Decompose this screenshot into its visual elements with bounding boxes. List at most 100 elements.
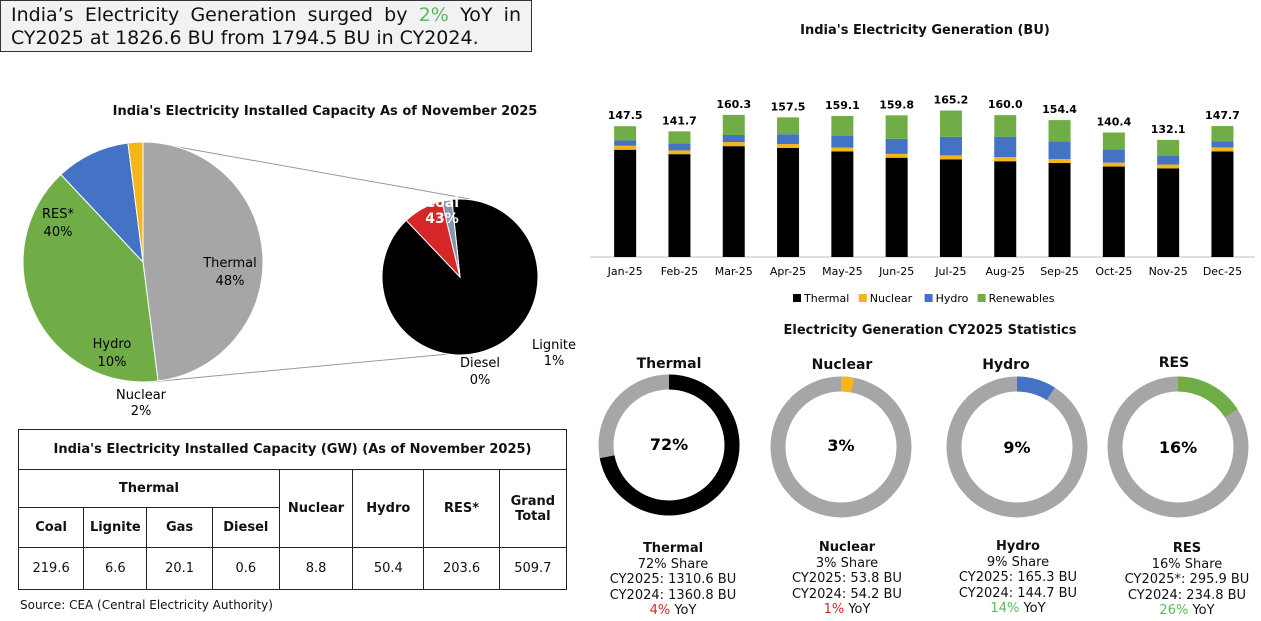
bar-hydro-jul-25	[939, 136, 962, 156]
stat-thermal-yoy-line: 4% YoY	[588, 603, 758, 619]
headline-post: YoY in CY2025 at 1826.6 BU from 1794.5 B…	[11, 4, 522, 49]
donut-pct-thermal: 72%	[650, 435, 688, 454]
bar-renewables-feb-25	[668, 131, 691, 144]
tick-label-mar-25: Mar-25	[715, 265, 753, 278]
bar-thermal-apr-25	[777, 147, 800, 257]
bar-thermal-nov-25	[1157, 168, 1180, 257]
bar-nuclear-aug-25	[994, 157, 1017, 162]
bar-renewables-nov-25	[1157, 139, 1180, 156]
bar-nuclear-nov-25	[1157, 164, 1180, 169]
header-hydro: Hydro	[352, 469, 425, 548]
bar-thermal-oct-25	[1102, 166, 1125, 257]
stat-res-cy2024: CY2024: 234.8 BU	[1127, 587, 1247, 603]
total-label-aug-25: 160.0	[988, 98, 1023, 111]
bar-hydro-nov-25	[1157, 155, 1180, 165]
stat-thermal: Thermal 72% Share CY2025: 1310.6 BU CY20…	[588, 541, 758, 619]
stat-nuclear-yoy: YoY	[844, 602, 871, 617]
bar-thermal-jun-25	[885, 157, 908, 257]
stat-hydro-yoy-pct: 14%	[990, 601, 1020, 616]
tick-label-may-25: May-25	[822, 265, 863, 278]
stat-nuclear-yoy-line: 1% YoY	[762, 602, 932, 618]
stat-nuclear-share: 3% Share	[815, 555, 879, 571]
bar-nuclear-mar-25	[722, 142, 745, 147]
bar-hydro-may-25	[831, 135, 854, 148]
thermal-breakdown-pie	[381, 198, 539, 356]
tick-label-oct-25: Oct-25	[1095, 265, 1132, 278]
label-thermal: Thermal	[202, 256, 257, 271]
bar-nuclear-jun-25	[885, 153, 908, 158]
header-res: RES*	[423, 469, 500, 548]
bar-thermal-dec-25	[1211, 151, 1234, 257]
generation-bars: 147.5 Jan-25 141.7 Feb-25 160.3 Mar-25 157.5 Ap…	[590, 94, 1255, 278]
bar-hydro-dec-25	[1211, 141, 1234, 148]
stat-nuclear-yoy-pct: 1%	[823, 602, 845, 617]
label-lignite: Lignite	[532, 338, 576, 353]
bar-hydro-feb-25	[668, 143, 691, 151]
total-label-apr-25: 157.5	[771, 100, 806, 113]
pie-slice-res	[22, 173, 159, 383]
legend-swatch-nuclear	[858, 294, 867, 302]
label-res: RES*	[42, 207, 74, 222]
stat-res-yoy-line: 26% YoY	[1102, 603, 1261, 619]
stat-res-yoy: YoY	[1188, 603, 1215, 618]
bar-hydro-sep-25	[1048, 141, 1071, 160]
pie-slice-nuclear	[127, 141, 144, 263]
donut-pct-res: 16%	[1159, 438, 1197, 457]
generation-chart-title: India's Electricity Generation (BU)	[800, 23, 1050, 38]
donut-arc-thermal	[599, 374, 740, 516]
value-gas: 20.1	[146, 547, 213, 590]
bar-nuclear-sep-25	[1048, 159, 1071, 164]
label-gas-pct: 4%	[482, 328, 501, 342]
capacity-table-title: India's Electricity Installed Capacity (…	[18, 429, 567, 470]
donut-arc-hydro	[1016, 376, 1055, 401]
generation-donuts: 72% 3% 9% 16%	[598, 374, 1249, 518]
bar-hydro-mar-25	[722, 134, 745, 143]
tick-label-apr-25: Apr-25	[770, 265, 806, 278]
donut-title-thermal: Thermal	[636, 356, 702, 372]
bar-renewables-oct-25	[1102, 132, 1125, 150]
stat-thermal-cy2025: CY2025: 1310.6 BU	[609, 572, 737, 587]
label-diesel-pct: 0%	[470, 373, 491, 388]
value-res: 203.6	[423, 547, 500, 590]
bar-nuclear-apr-25	[777, 144, 800, 148]
label-lignite-pct: 1%	[544, 354, 565, 369]
stat-res-cy2025: CY2025*: 295.9 BU	[1124, 572, 1250, 587]
stat-res-share: 16% Share	[1151, 556, 1223, 572]
connector-line-top	[149, 141, 471, 200]
stat-nuclear-cy2024: CY2024: 54.2 BU	[792, 586, 902, 602]
label-nuclear: Nuclear	[116, 388, 167, 403]
stat-nuclear-cy2025: CY2025: 53.8 BU	[792, 571, 902, 586]
donut-arc-res	[1177, 376, 1238, 418]
donut-arc-nuclear	[840, 376, 855, 393]
donut-title-hydro: Hydro	[982, 357, 1030, 373]
stat-thermal-yoy-pct: 4%	[649, 603, 671, 618]
tick-label-dec-25: Dec-25	[1203, 265, 1242, 278]
legend-swatch-renewables	[977, 294, 986, 302]
tick-label-feb-25: Feb-25	[661, 265, 698, 278]
legend-label-hydro: Hydro	[936, 292, 969, 305]
total-label-feb-25: 141.7	[662, 114, 697, 127]
tick-label-aug-25: Aug-25	[986, 265, 1025, 278]
bar-thermal-jan-25	[614, 149, 637, 257]
connector-line-bottom	[149, 351, 471, 383]
headline-growth: 2%	[418, 4, 449, 26]
bar-renewables-sep-25	[1048, 120, 1071, 142]
donut-title-res: RES	[1158, 355, 1190, 371]
label-diesel: Diesel	[460, 356, 500, 371]
bar-nuclear-dec-25	[1211, 147, 1234, 152]
thermal-group-header: Thermal	[18, 469, 280, 508]
donut-title-nuclear: Nuclear	[811, 357, 873, 373]
total-label-nov-25: 132.1	[1151, 123, 1186, 136]
tick-label-jul-25: Jul-25	[934, 265, 966, 278]
bar-renewables-jan-25	[614, 126, 637, 141]
total-label-sep-25: 154.4	[1042, 103, 1077, 116]
tick-label-jan-25: Jan-25	[607, 265, 643, 278]
bar-thermal-sep-25	[1048, 163, 1071, 257]
source-note: Source: CEA (Central Electricity Authori…	[20, 598, 273, 612]
stat-thermal-share: 72% Share	[637, 556, 709, 572]
bar-renewables-apr-25	[777, 117, 800, 135]
capacity-main-pie	[22, 141, 264, 383]
stat-hydro-name: Hydro	[995, 539, 1040, 554]
total-label-may-25: 159.1	[825, 99, 860, 112]
value-nuclear: 8.8	[278, 547, 354, 590]
